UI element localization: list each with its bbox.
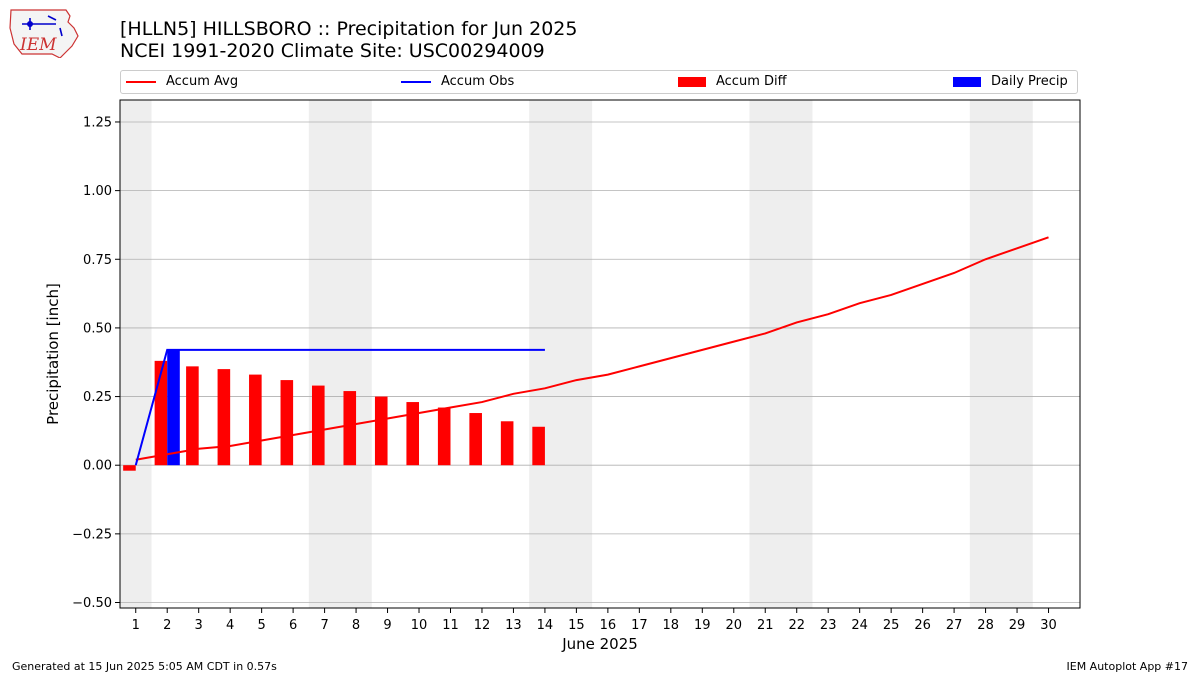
station-dot-icon: [27, 21, 33, 27]
x-tick-label-1: 2: [163, 618, 171, 633]
x-tick-label-27: 28: [977, 618, 994, 633]
y-tick-label-0: −0.50: [72, 596, 112, 611]
accum-diff-bar-14: [532, 426, 545, 466]
x-tick-label-10: 11: [442, 618, 459, 633]
x-axis-label: June 2025: [561, 635, 638, 653]
x-tick-label-18: 19: [694, 618, 711, 633]
accum-diff-bar-7: [312, 385, 325, 466]
x-tick-label-13: 14: [537, 618, 554, 633]
accum-diff-bar-1: [123, 465, 136, 471]
legend-item-daily-precip: Daily Precip: [953, 74, 1068, 89]
chart-legend: Accum Avg Accum Obs Accum Diff Daily Pre…: [120, 70, 1078, 94]
iem-logo: IEM: [9, 9, 79, 58]
legend-label-accum-obs: Accum Obs: [441, 74, 515, 89]
weekend-band-3: [749, 100, 813, 608]
x-tick-label-22: 23: [820, 618, 837, 633]
legend-label-daily-precip: Daily Precip: [991, 74, 1068, 89]
legend-swatch-accum-diff: [678, 76, 706, 87]
accum-diff-bar-8: [343, 391, 357, 466]
weekend-band-2: [529, 100, 593, 608]
x-tick-label-8: 9: [383, 618, 391, 633]
legend-item-accum-diff: Accum Diff: [678, 74, 787, 89]
x-tick-label-23: 24: [851, 618, 868, 633]
accum-diff-bar-10: [406, 402, 420, 466]
x-tick-label-6: 7: [320, 618, 328, 633]
x-tick-label-4: 5: [257, 618, 265, 633]
accum-diff-bar-3: [186, 366, 199, 466]
accum-diff-bar-4: [217, 369, 231, 466]
accum-diff-bar-11: [437, 407, 451, 466]
y-tick-label-2: 0.00: [83, 459, 112, 474]
accum-diff-bar-12: [469, 413, 482, 466]
x-tick-label-21: 22: [788, 618, 805, 633]
accum-diff-bar-9: [374, 396, 388, 466]
x-tick-label-15: 16: [600, 618, 617, 633]
x-tick-label-20: 21: [757, 618, 774, 633]
y-tick-label-1: −0.25: [72, 527, 112, 542]
x-tick-label-29: 30: [1040, 618, 1057, 633]
x-tick-label-9: 10: [411, 618, 428, 633]
x-tick-label-7: 8: [352, 618, 360, 633]
y-tick-label-4: 0.50: [83, 321, 112, 336]
legend-swatch-daily-precip: [953, 76, 981, 87]
x-tick-label-5: 6: [289, 618, 297, 633]
x-tick-label-16: 17: [631, 618, 648, 633]
x-tick-label-12: 13: [505, 618, 522, 633]
weekend-band-0: [120, 100, 152, 608]
x-tick-label-17: 18: [663, 618, 680, 633]
y-tick-label-3: 0.25: [83, 390, 112, 405]
x-tick-label-11: 12: [474, 618, 491, 633]
legend-item-accum-obs: Accum Obs: [401, 74, 514, 89]
accum-diff-bar-13: [500, 421, 514, 466]
x-tick-label-14: 15: [568, 618, 585, 633]
x-tick-label-26: 27: [946, 618, 963, 633]
x-tick-label-24: 25: [883, 618, 900, 633]
legend-item-accum-avg: Accum Avg: [126, 74, 238, 89]
weekend-band-1: [308, 100, 372, 608]
x-tick-label-3: 4: [226, 618, 234, 633]
y-tick-label-5: 0.75: [83, 253, 112, 268]
x-tick-label-28: 29: [1009, 618, 1026, 633]
weekend-band-4: [969, 100, 1033, 608]
accum-avg-line: [135, 236, 1049, 461]
x-tick-label-0: 1: [132, 618, 140, 633]
y-tick-label-7: 1.25: [83, 115, 112, 130]
footer-app-id: IEM Autoplot App #17: [1066, 660, 1189, 673]
legend-swatch-accum-obs: [401, 80, 431, 83]
accum-diff-bar-5: [249, 374, 262, 466]
x-tick-label-25: 26: [914, 618, 931, 633]
legend-swatch-accum-avg: [126, 80, 156, 83]
legend-label-accum-diff: Accum Diff: [716, 74, 787, 89]
iowa-state-outline-icon: [9, 9, 79, 58]
plot-frame: [119, 99, 1081, 609]
accum-obs-line: [134, 348, 545, 466]
chart-title: [HLLN5] HILLSBORO :: Precipitation for J…: [120, 18, 578, 40]
y-tick-label-6: 1.00: [83, 184, 112, 199]
daily-precip-bar-2: [167, 349, 180, 466]
y-axis-label: Precipitation [inch]: [44, 283, 62, 425]
x-tick-label-2: 3: [195, 618, 203, 633]
footer-generated-at: Generated at 15 Jun 2025 5:05 AM CDT in …: [12, 660, 277, 673]
accum-diff-bar-6: [280, 380, 294, 466]
logo-text: IEM: [19, 35, 57, 55]
chart-subtitle: NCEI 1991-2020 Climate Site: USC00294009: [120, 40, 545, 62]
legend-label-accum-avg: Accum Avg: [166, 74, 239, 89]
x-tick-label-19: 20: [725, 618, 742, 633]
